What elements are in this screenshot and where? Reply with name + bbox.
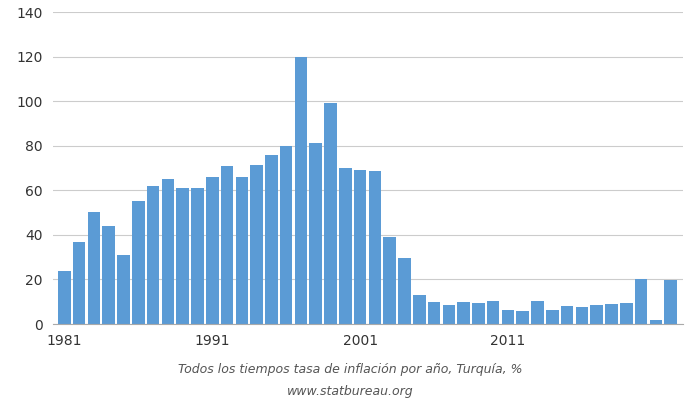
Bar [102,226,115,324]
Bar [590,305,603,324]
Bar [606,304,618,324]
Bar [309,144,322,324]
Bar [339,168,351,324]
Bar [428,302,440,324]
Bar [472,303,484,324]
Bar [575,307,588,324]
Bar [664,280,677,324]
Bar [457,302,470,324]
Bar [354,170,366,324]
Bar [324,103,337,324]
Bar [398,258,411,324]
Bar [220,166,233,324]
Bar [650,320,662,324]
Bar [147,186,160,324]
Bar [487,301,500,324]
Text: www.statbureau.org: www.statbureau.org [287,385,413,398]
Bar [546,310,559,324]
Bar [280,146,293,324]
Bar [235,177,248,324]
Bar [58,270,71,324]
Bar [117,255,130,324]
Bar [176,188,189,324]
Bar [295,56,307,324]
Bar [413,295,426,324]
Bar [561,306,573,324]
Bar [369,171,382,324]
Bar [502,310,514,324]
Bar [620,303,633,324]
Bar [162,179,174,324]
Bar [251,165,263,324]
Bar [88,212,100,324]
Bar [206,177,218,324]
Bar [191,188,204,324]
Bar [531,301,544,324]
Bar [635,280,648,324]
Text: Todos los tiempos tasa de inflación por año, Turquía, %: Todos los tiempos tasa de inflación por … [178,364,522,376]
Bar [442,305,455,324]
Bar [73,242,85,324]
Bar [517,311,529,324]
Bar [384,237,396,324]
Bar [132,202,145,324]
Bar [265,155,278,324]
